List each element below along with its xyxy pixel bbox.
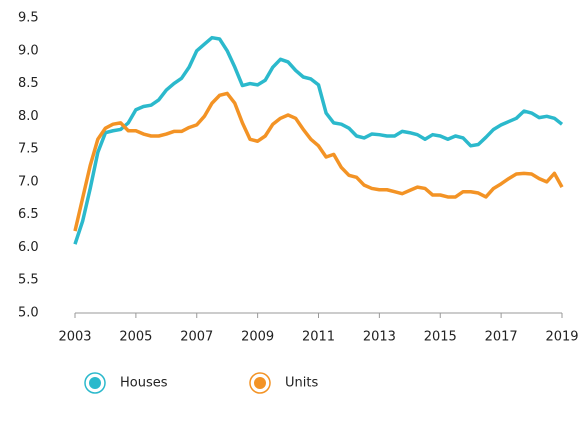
y-tick-label: 8.5: [18, 76, 39, 91]
legend-label: Units: [285, 376, 318, 391]
x-tick-label: 2009: [241, 330, 274, 345]
line: [73, 91, 564, 232]
y-tick-label: 7.5: [18, 142, 39, 157]
x-tick-label: 2019: [545, 330, 578, 345]
x-tick-label: 2007: [180, 330, 213, 345]
x-tick-label: 2003: [58, 330, 91, 345]
x-tick-label: 2011: [302, 330, 335, 345]
y-tick-label: 8.0: [18, 109, 39, 124]
x-tick-label: 2017: [485, 330, 518, 345]
legend-ring: [84, 372, 106, 394]
legend-dot: [89, 377, 101, 389]
legend-dot: [254, 377, 266, 389]
y-tick-label: 9.0: [18, 43, 39, 58]
line: [73, 35, 564, 245]
y-tick-label: 7.0: [18, 174, 39, 189]
x-tick-label: 2015: [424, 330, 457, 345]
y-tick-label: 9.5: [18, 11, 39, 26]
legend-label: Houses: [120, 376, 168, 391]
y-tick-label: 5.5: [18, 273, 39, 288]
x-tick-label: 2005: [119, 330, 152, 345]
x-tick-label: 2013: [363, 330, 396, 345]
y-tick-label: 6.0: [18, 240, 39, 255]
legend-ring: [249, 372, 271, 394]
y-tick-label: 5.0: [18, 306, 39, 321]
y-tick-label: 6.5: [18, 207, 39, 222]
